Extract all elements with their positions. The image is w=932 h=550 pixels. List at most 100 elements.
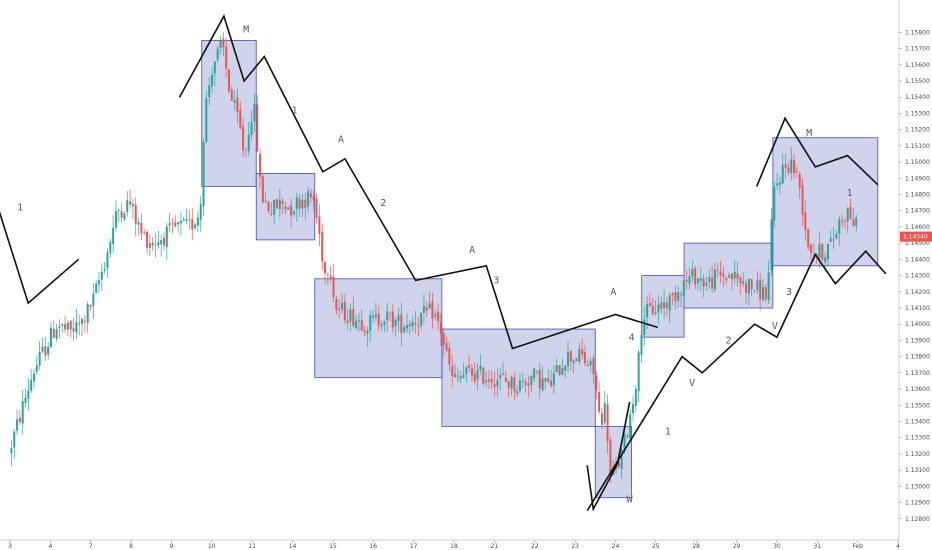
x-tick-label: 18 [450, 543, 458, 550]
y-tick-label: 1.15400 [905, 94, 930, 101]
last-price-box [900, 231, 932, 242]
candle-body [49, 327, 52, 348]
candle-body [318, 216, 321, 234]
candle-body [646, 304, 649, 318]
candle-body [239, 109, 242, 129]
consolidation-box [441, 328, 596, 427]
candle-body [205, 98, 208, 142]
candle-body [307, 191, 310, 207]
consolidation-boxes [201, 40, 879, 499]
candle-body [711, 277, 714, 289]
candle-body [657, 304, 660, 313]
candle-body [129, 201, 132, 205]
candle-body [417, 325, 420, 326]
candle-body [665, 302, 668, 309]
candle-body [855, 217, 858, 226]
candle-body [188, 219, 191, 221]
candle-body [603, 402, 606, 423]
y-tick-label: 1.13000 [905, 483, 930, 490]
candle-body [728, 275, 731, 278]
candle-body [64, 324, 67, 330]
candle-body [369, 315, 372, 331]
candle-body [516, 391, 519, 394]
x-tick-label: 31 [813, 543, 821, 550]
x-tick-label: 16 [369, 543, 377, 550]
wave-label: A [610, 287, 616, 298]
candle-body [434, 314, 437, 317]
x-tick-label: 8 [129, 543, 133, 550]
candle-body [72, 328, 75, 332]
candle-body [134, 205, 137, 224]
candle-body [598, 392, 601, 412]
candle-body [448, 348, 451, 365]
candle-body [154, 244, 157, 246]
candle-body [476, 369, 479, 380]
wave-line [755, 116, 879, 187]
candle-body [736, 273, 739, 280]
candle-body [674, 292, 677, 302]
candle-body [112, 227, 115, 245]
candle-body [194, 224, 197, 229]
wave-label: 1 [847, 188, 853, 199]
y-tick-label: 1.15700 [905, 46, 930, 53]
y-tick-label: 1.13200 [905, 451, 930, 458]
candle-body [341, 302, 343, 310]
y-tick-label: 1.14400 [905, 256, 930, 263]
candle-body [654, 312, 657, 315]
y-tick-label: 1.14000 [905, 321, 930, 328]
y-tick-label: 1.15300 [905, 110, 930, 117]
candle-body [422, 305, 425, 313]
candle-body [462, 374, 465, 378]
candle-body [126, 200, 129, 212]
candle-body [185, 218, 188, 221]
candle-body [589, 360, 592, 366]
candle-body [437, 312, 440, 322]
candle-body [338, 308, 341, 311]
candle-body [38, 351, 41, 366]
consolidation-box [201, 40, 257, 187]
consolidation-box [772, 137, 879, 267]
candle-body [770, 219, 773, 271]
candle-body [81, 318, 84, 324]
candle-body [804, 212, 807, 231]
candle-body [225, 46, 228, 69]
candle-body [750, 279, 753, 290]
candle-body [561, 368, 564, 376]
wave-label: A [338, 135, 344, 146]
candle-body [374, 314, 377, 318]
candle-body [745, 283, 748, 293]
candle-body [247, 134, 250, 151]
consolidation-box [641, 275, 685, 338]
candle-body [708, 277, 711, 283]
candle-body [784, 164, 787, 168]
wave-label: 3 [493, 276, 499, 287]
candle-body [685, 279, 688, 282]
y-tick-label: 1.14500 [905, 240, 930, 247]
candle-body [386, 311, 389, 321]
y-tick-label: 1.13700 [905, 370, 930, 377]
candle-body [21, 401, 24, 424]
y-tick-label: 1.14900 [905, 175, 930, 182]
candle-body [389, 312, 392, 314]
candle-body [363, 330, 366, 332]
candle-body [533, 368, 536, 379]
candle-body [439, 322, 442, 334]
candle-body [550, 380, 553, 386]
candle-body [329, 275, 332, 279]
candle-body [18, 417, 21, 423]
candle-body [798, 173, 801, 188]
candle-body [35, 365, 38, 372]
candle-body [680, 294, 683, 295]
y-tick-label: 1.14200 [905, 289, 930, 296]
candle-body [284, 206, 287, 210]
wave-label: M [806, 128, 812, 139]
candle-body [521, 380, 524, 382]
candle-body [442, 333, 445, 345]
candle-body [236, 97, 239, 113]
candle-body [818, 244, 821, 259]
wave-label: 2 [380, 198, 386, 209]
candle-body [739, 277, 742, 284]
x-tick-label: 3 [8, 543, 12, 550]
candle-body [278, 199, 281, 210]
candle-body [541, 377, 544, 391]
